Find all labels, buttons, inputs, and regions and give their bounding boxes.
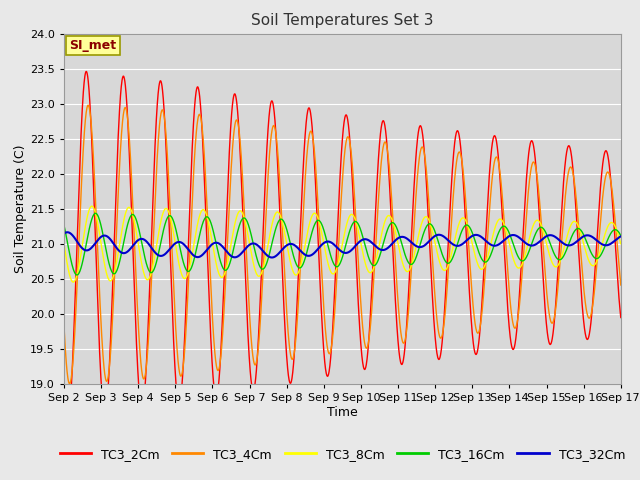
TC3_4Cm [359, 327, 367, 333]
Text: SI_met: SI_met [70, 39, 116, 52]
TC3_2Cm [64, 416, 72, 421]
TC3_16Cm [359, 234, 367, 240]
TC3_2Cm [568, 157, 576, 163]
Line: TC3_4Cm: TC3_4Cm [64, 105, 621, 384]
TC3_32Cm [216, 241, 223, 247]
TC3_8Cm [568, 220, 576, 226]
Title: Soil Temperatures Set 3: Soil Temperatures Set 3 [251, 13, 434, 28]
TC3_32Cm [505, 234, 513, 240]
TC3_16Cm [371, 263, 379, 268]
TC3_16Cm [216, 256, 223, 262]
TC3_2Cm [216, 367, 223, 372]
TC3_4Cm [505, 281, 513, 287]
Line: TC3_8Cm: TC3_8Cm [64, 206, 621, 282]
TC3_32Cm [268, 254, 276, 260]
TC3_16Cm [60, 222, 68, 228]
TC3_8Cm [505, 238, 513, 243]
TC3_2Cm [83, 69, 90, 74]
Line: TC3_2Cm: TC3_2Cm [64, 72, 621, 419]
TC3_2Cm [505, 317, 513, 323]
TC3_16Cm [505, 229, 513, 235]
TC3_32Cm [359, 237, 367, 242]
TC3_8Cm [617, 241, 625, 247]
TC3_4Cm [84, 102, 92, 108]
TC3_32Cm [584, 232, 591, 238]
TC3_4Cm [66, 381, 74, 386]
TC3_8Cm [359, 251, 367, 256]
X-axis label: Time: Time [327, 406, 358, 419]
TC3_32Cm [568, 242, 576, 248]
Line: TC3_32Cm: TC3_32Cm [64, 232, 621, 257]
TC3_16Cm [617, 233, 625, 239]
TC3_2Cm [60, 383, 68, 388]
Y-axis label: Soil Temperature (C): Soil Temperature (C) [14, 144, 28, 273]
TC3_4Cm [617, 282, 625, 288]
TC3_4Cm [60, 324, 68, 329]
TC3_8Cm [216, 273, 223, 278]
TC3_2Cm [371, 218, 379, 224]
Line: TC3_16Cm: TC3_16Cm [64, 213, 621, 275]
TC3_32Cm [63, 229, 71, 235]
TC3_16Cm [92, 210, 99, 216]
TC3_8Cm [584, 254, 591, 260]
TC3_32Cm [617, 233, 625, 239]
TC3_8Cm [70, 279, 77, 285]
Legend: TC3_2Cm, TC3_4Cm, TC3_8Cm, TC3_16Cm, TC3_32Cm: TC3_2Cm, TC3_4Cm, TC3_8Cm, TC3_16Cm, TC3… [55, 443, 630, 466]
TC3_4Cm [371, 254, 379, 260]
TC3_32Cm [60, 231, 68, 237]
TC3_4Cm [216, 362, 223, 368]
TC3_16Cm [584, 241, 591, 247]
TC3_32Cm [371, 243, 379, 249]
TC3_16Cm [568, 233, 576, 239]
TC3_4Cm [584, 312, 591, 318]
TC3_8Cm [88, 204, 96, 209]
TC3_2Cm [359, 361, 367, 367]
TC3_16Cm [73, 272, 81, 278]
TC3_4Cm [568, 167, 576, 172]
TC3_8Cm [60, 241, 68, 247]
TC3_8Cm [371, 261, 379, 266]
TC3_2Cm [617, 315, 625, 321]
TC3_2Cm [584, 336, 591, 342]
